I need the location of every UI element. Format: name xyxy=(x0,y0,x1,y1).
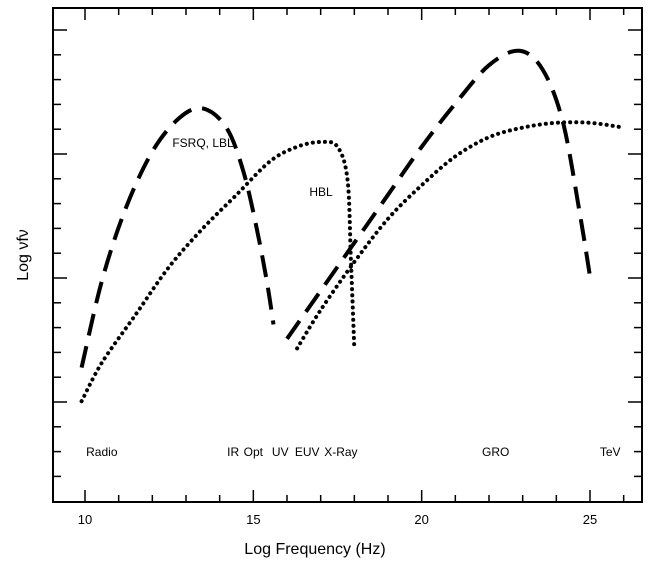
band-label: Radio xyxy=(86,445,118,459)
plot-frame xyxy=(52,7,643,503)
x-tick-label: 15 xyxy=(246,512,260,527)
x-tick-label: 20 xyxy=(414,512,428,527)
band-labels: Radio IR Opt UV EUV X-Ray GRO TeV xyxy=(86,445,620,459)
x-tick-label: 25 xyxy=(583,512,597,527)
x-tick-labels: 10 15 20 25 xyxy=(78,512,597,527)
series-group xyxy=(79,48,626,404)
x-tick-label: 10 xyxy=(78,512,92,527)
x-axis-title: Log Frequency (Hz) xyxy=(244,541,385,558)
band-label: GRO xyxy=(482,445,509,459)
x-tick-marks xyxy=(84,8,625,502)
band-label: X-Ray xyxy=(324,445,357,459)
y-axis-title: Log νfν xyxy=(15,229,32,281)
y-tick-marks xyxy=(53,29,642,478)
curve-labels: FSRQ, LBL HBL xyxy=(172,136,333,199)
dotted-series-line-3 xyxy=(295,120,626,351)
band-label: TeV xyxy=(600,445,621,459)
dotted-series-line-2 xyxy=(79,139,357,404)
band-label: IR xyxy=(227,445,239,459)
series-label: HBL xyxy=(309,185,333,199)
band-label: UV xyxy=(272,445,289,459)
dashed-series-line-0 xyxy=(79,106,276,369)
dashed-series-line-1 xyxy=(285,48,592,340)
series-label: FSRQ, LBL xyxy=(172,136,234,150)
band-label: Opt xyxy=(244,445,264,459)
band-label: EUV xyxy=(295,445,320,459)
